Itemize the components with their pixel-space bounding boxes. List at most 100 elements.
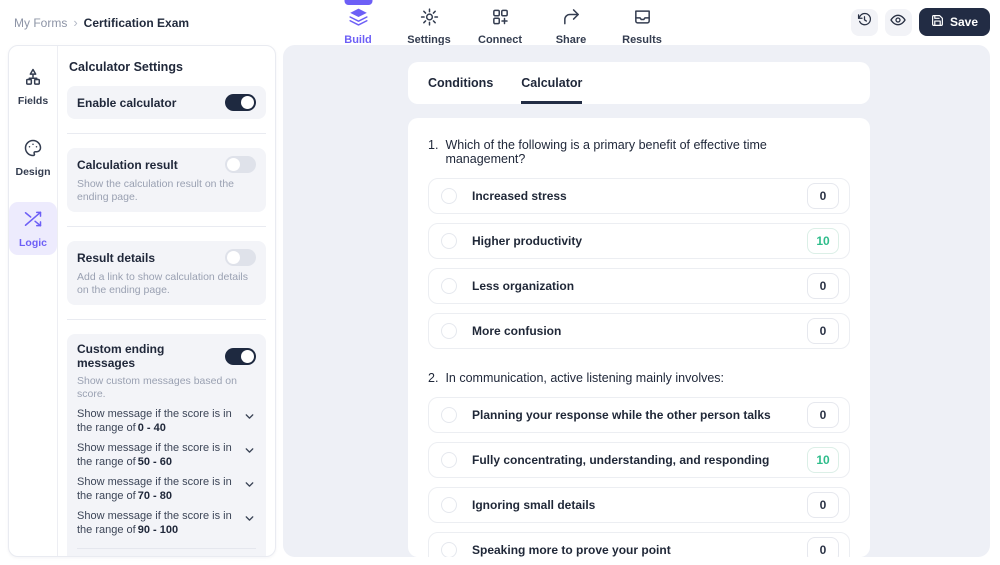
option-label: Planning your response while the other p…	[472, 408, 771, 422]
answer-option[interactable]: More confusion 0	[428, 313, 850, 349]
enable-calculator-toggle[interactable]	[225, 94, 256, 111]
toggle-knob	[227, 158, 240, 171]
tab-connect[interactable]: Connect	[465, 0, 536, 46]
section-divider	[67, 133, 266, 134]
tab-settings[interactable]: Settings	[394, 0, 465, 46]
score-input[interactable]: 0	[807, 318, 839, 344]
custom-ending-messages-toggle[interactable]	[225, 347, 256, 365]
tab-conditions[interactable]: Conditions	[428, 76, 494, 90]
radio-icon[interactable]	[441, 278, 457, 294]
answer-option[interactable]: Fully concentrating, understanding, and …	[428, 442, 850, 478]
shuffle-icon	[23, 209, 43, 234]
breadcrumb-separator: ›	[73, 15, 78, 30]
sidebar-item-logic[interactable]: Logic	[9, 202, 57, 255]
score-input[interactable]: 0	[807, 273, 839, 299]
score-input[interactable]: 0	[807, 492, 839, 518]
panel-title: Calculator Settings	[69, 60, 183, 74]
score-range-row[interactable]: Show message if the score is in the rang…	[77, 442, 256, 469]
score-input[interactable]: 10	[807, 447, 839, 473]
gear-icon	[419, 7, 439, 32]
option-label: More confusion	[472, 324, 562, 338]
score-range-row[interactable]: Show message if the score is in the rang…	[77, 510, 256, 537]
result-details-label: Result details	[77, 250, 156, 265]
breadcrumb-my-forms[interactable]: My Forms	[14, 15, 68, 30]
score-range-row[interactable]: Show message if the score is in the rang…	[77, 408, 256, 435]
share-arrow-icon	[561, 7, 581, 32]
score-range-row[interactable]: Show message if the score is in the rang…	[77, 476, 256, 503]
radio-icon[interactable]	[441, 188, 457, 204]
answer-option[interactable]: Higher productivity 10	[428, 223, 850, 259]
option-label: Speaking more to prove your point	[472, 543, 671, 557]
radio-icon[interactable]	[441, 452, 457, 468]
layers-icon	[348, 7, 368, 32]
tab-build[interactable]: Build	[323, 0, 394, 46]
answer-option[interactable]: Ignoring small details 0	[428, 487, 850, 523]
radio-icon[interactable]	[441, 407, 457, 423]
answer-option[interactable]: Increased stress 0	[428, 178, 850, 214]
sidebar-item-design[interactable]: Design	[9, 131, 57, 184]
score-input[interactable]: 10	[807, 228, 839, 254]
chevron-down-icon[interactable]	[243, 442, 256, 462]
score-input[interactable]: 0	[807, 183, 839, 209]
score-input[interactable]: 0	[807, 402, 839, 428]
enable-calculator-label: Enable calculator	[77, 95, 177, 110]
range-text: Show message if the score is in the rang…	[77, 476, 232, 502]
revision-history-button[interactable]	[850, 8, 878, 36]
logic-workspace: Conditions Calculator 1. Which of the fo…	[283, 45, 990, 557]
tab-share[interactable]: Share	[536, 0, 607, 46]
option-label: Higher productivity	[472, 234, 583, 248]
radio-icon[interactable]	[441, 323, 457, 339]
active-tab-indicator	[344, 0, 372, 5]
toggle-knob	[227, 251, 240, 264]
section-divider	[67, 319, 266, 320]
question-text: In communication, active listening mainl…	[445, 371, 725, 385]
toggle-knob	[241, 96, 254, 109]
range-values: 0 - 40	[137, 421, 166, 434]
answer-option[interactable]: Less organization 0	[428, 268, 850, 304]
save-button[interactable]: Save	[918, 8, 990, 36]
result-details-toggle[interactable]	[225, 249, 256, 266]
calculator-scores-card: 1. Which of the following is a primary b…	[408, 118, 870, 557]
nav-label: Connect	[478, 34, 522, 46]
save-icon	[931, 14, 944, 30]
range-values: 90 - 100	[137, 523, 179, 536]
calculation-result-label: Calculation result	[77, 157, 178, 172]
question-number: 2.	[428, 371, 439, 385]
tab-calculator[interactable]: Calculator	[521, 62, 583, 104]
sidebar-item-fields[interactable]: Fields	[9, 60, 57, 113]
inbox-icon	[632, 7, 652, 32]
app-header: My Forms › Certification Exam Build Sett…	[0, 0, 1000, 46]
builder-sidebar: Fields Design Logic	[9, 46, 58, 556]
logic-tabs: Conditions Calculator	[408, 62, 870, 104]
header-actions: Save	[850, 8, 990, 36]
nav-label: Results	[622, 34, 662, 46]
ranges-divider	[77, 548, 256, 549]
chevron-down-icon[interactable]	[243, 476, 256, 496]
option-label: Fully concentrating, understanding, and …	[472, 453, 770, 467]
calculator-settings-panel: Calculator Settings Enable calculator Ca…	[58, 46, 275, 556]
custom-ending-messages-label: Custom ending messages	[77, 342, 165, 370]
nav-label: Settings	[407, 34, 451, 46]
radio-icon[interactable]	[441, 233, 457, 249]
calculation-result-toggle[interactable]	[225, 156, 256, 173]
radio-icon[interactable]	[441, 542, 457, 557]
custom-ending-messages-section: Custom ending messages Show custom messa…	[67, 334, 266, 556]
section-divider	[67, 226, 266, 227]
radio-icon[interactable]	[441, 497, 457, 513]
eye-icon	[890, 12, 907, 33]
chevron-down-icon[interactable]	[243, 510, 256, 530]
answer-option[interactable]: Speaking more to prove your point 0	[428, 532, 850, 557]
apps-plus-icon	[490, 7, 510, 32]
answer-option[interactable]: Planning your response while the other p…	[428, 397, 850, 433]
result-details-description: Add a link to show calculation details o…	[77, 271, 249, 296]
preview-button[interactable]	[884, 8, 912, 36]
chevron-down-icon[interactable]	[243, 408, 256, 428]
sidebar-item-label: Fields	[17, 95, 49, 107]
range-text: Show message if the score is in the rang…	[77, 442, 232, 468]
calculation-result-description: Show the calculation result on the endin…	[77, 178, 235, 203]
question-number: 1.	[428, 138, 439, 152]
logic-settings-card: Fields Design Logic Calculator Settings …	[8, 45, 276, 557]
score-input[interactable]: 0	[807, 537, 839, 557]
range-text: Show message if the score is in the rang…	[77, 408, 232, 434]
tab-results[interactable]: Results	[607, 0, 678, 46]
